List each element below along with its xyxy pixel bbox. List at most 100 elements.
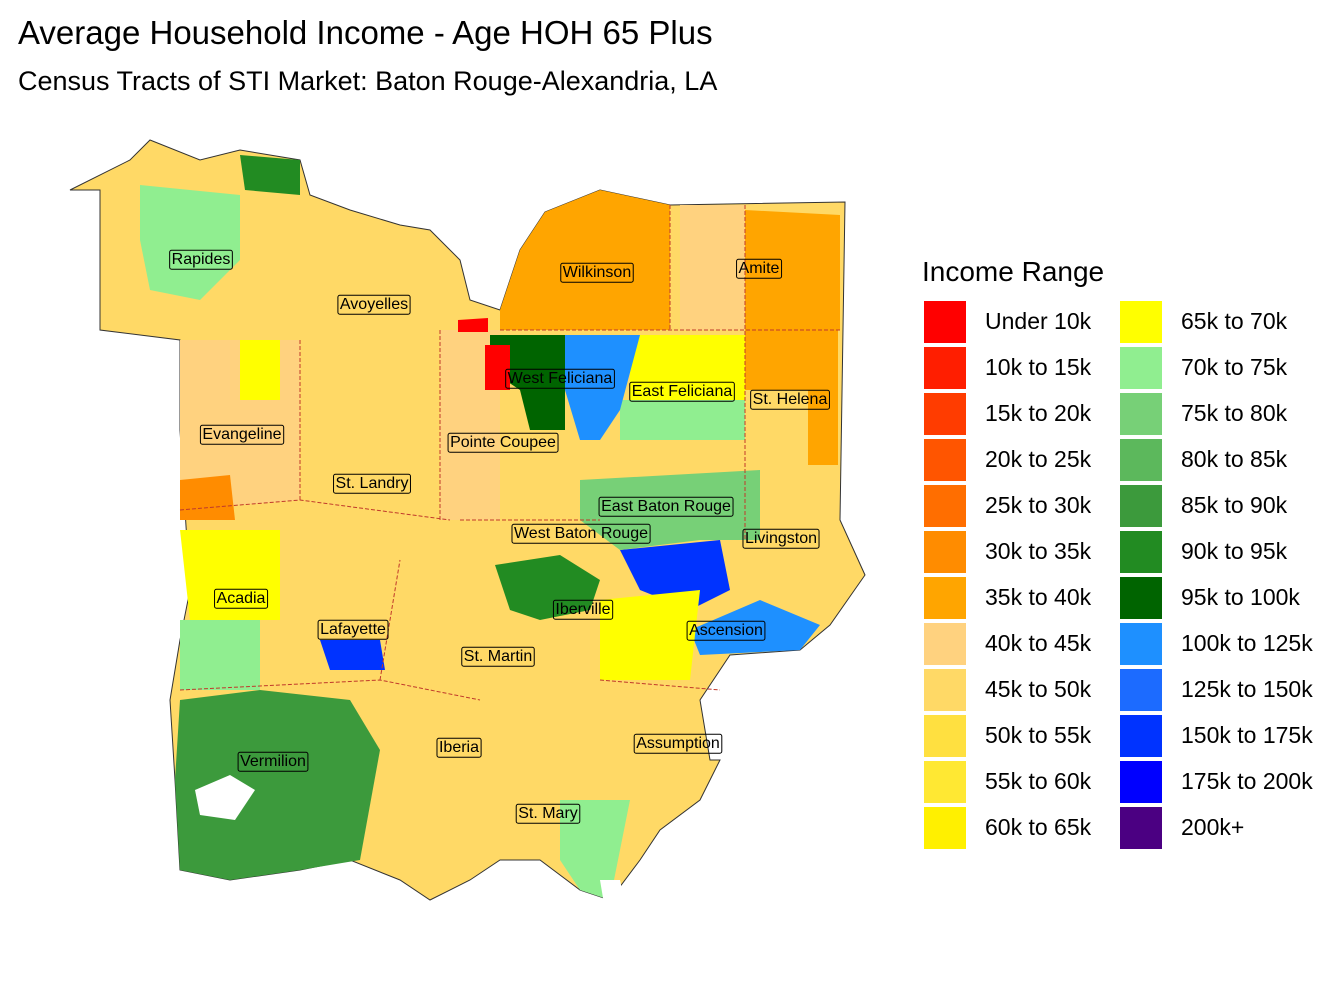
label-box bbox=[515, 803, 581, 824]
label-box bbox=[237, 751, 309, 772]
legend-swatch bbox=[924, 807, 966, 849]
region bbox=[680, 205, 745, 330]
legend-label: 20k to 25k bbox=[985, 446, 1092, 472]
parish-label: Acadia bbox=[214, 588, 269, 609]
title: Average Household Income - Age HOH 65 Pl… bbox=[18, 14, 713, 51]
region bbox=[180, 475, 235, 520]
parish-label: St. Landry bbox=[333, 473, 411, 494]
legend-label: 95k to 100k bbox=[1181, 584, 1300, 610]
region bbox=[560, 800, 630, 900]
parish-label: St. Martin bbox=[461, 646, 535, 667]
legend-swatch bbox=[1120, 485, 1162, 527]
label-box bbox=[742, 528, 820, 549]
legend: Under 10k 10k to 15k 15k to 20k 20k to 25k 2… bbox=[924, 301, 1313, 849]
subtitle: Census Tracts of STI Market: Baton Rouge… bbox=[18, 66, 717, 96]
parish-label: Rapides bbox=[169, 249, 233, 270]
legend-label: 175k to 200k bbox=[1181, 768, 1313, 794]
label-box bbox=[552, 599, 614, 620]
parish-label: West Baton Rouge bbox=[511, 523, 651, 544]
legend-label: 70k to 75k bbox=[1181, 354, 1288, 380]
legend-label: 30k to 35k bbox=[985, 538, 1092, 564]
label-box bbox=[598, 496, 734, 517]
parish-name: Acadia bbox=[217, 590, 266, 607]
legend-label: 125k to 150k bbox=[1181, 676, 1313, 702]
region bbox=[140, 185, 240, 300]
legend-label: 50k to 55k bbox=[985, 722, 1092, 748]
legend-label: 85k to 90k bbox=[1181, 492, 1288, 518]
parish-label: Avoyelles bbox=[337, 294, 411, 315]
region bbox=[745, 330, 838, 465]
label-box bbox=[750, 389, 830, 410]
legend-label: 40k to 45k bbox=[985, 630, 1092, 656]
parish-name: West Feliciana bbox=[508, 370, 613, 387]
legend-swatch bbox=[924, 669, 966, 711]
legend-swatch bbox=[924, 623, 966, 665]
parish-name: Evangeline bbox=[202, 426, 281, 443]
parish-name: Lafayette bbox=[320, 621, 386, 638]
legend-swatch bbox=[924, 301, 966, 343]
label-box bbox=[317, 619, 389, 640]
region bbox=[600, 880, 630, 940]
parish-name: West Baton Rouge bbox=[514, 525, 648, 542]
label-box bbox=[511, 523, 651, 544]
legend-label: 10k to 15k bbox=[985, 354, 1092, 380]
label-box bbox=[686, 620, 766, 641]
parish-name: Iberville bbox=[555, 601, 610, 618]
legend-label: 15k to 20k bbox=[985, 400, 1092, 426]
legend-label: 25k to 30k bbox=[985, 492, 1092, 518]
label-box bbox=[214, 588, 269, 609]
parish-label: St. Helena bbox=[750, 389, 830, 410]
parish-name: Wilkinson bbox=[563, 264, 631, 281]
parish-name: Avoyelles bbox=[340, 296, 408, 313]
legend-label: 45k to 50k bbox=[985, 676, 1092, 702]
parish-label: Livingston bbox=[742, 528, 820, 549]
region bbox=[240, 340, 280, 400]
legend-label: 55k to 60k bbox=[985, 768, 1092, 794]
legend-swatch bbox=[924, 485, 966, 527]
region bbox=[745, 210, 840, 330]
label-box bbox=[461, 646, 535, 667]
legend-title: Income Range bbox=[922, 256, 1104, 287]
region bbox=[320, 640, 385, 670]
label-box bbox=[505, 368, 615, 389]
legend-swatch bbox=[924, 439, 966, 481]
region bbox=[565, 335, 640, 440]
legend-swatch bbox=[1120, 577, 1162, 619]
parish-name: East Baton Rouge bbox=[601, 498, 731, 515]
legend-swatch bbox=[1120, 761, 1162, 803]
legend-swatch bbox=[924, 761, 966, 803]
parish-name: Rapides bbox=[172, 251, 231, 268]
region bbox=[495, 555, 600, 620]
parish-name: Iberia bbox=[439, 739, 479, 756]
legend-label: 90k to 95k bbox=[1181, 538, 1288, 564]
parish-name: St. Martin bbox=[464, 648, 532, 665]
parish-name: St. Landry bbox=[336, 475, 409, 492]
map bbox=[69, 139, 866, 940]
legend-label: 150k to 175k bbox=[1181, 722, 1313, 748]
parish-label: Amite bbox=[736, 258, 783, 279]
label-box bbox=[199, 424, 285, 445]
legend-swatch bbox=[1120, 393, 1162, 435]
region bbox=[485, 345, 510, 390]
region bbox=[600, 590, 700, 680]
parish-label: Evangeline bbox=[199, 424, 285, 445]
label-box bbox=[560, 262, 634, 283]
parish-label: East Baton Rouge bbox=[598, 496, 734, 517]
label-box bbox=[169, 249, 233, 270]
parish-name: Amite bbox=[739, 260, 780, 277]
parish-label: Lafayette bbox=[317, 619, 389, 640]
region bbox=[458, 318, 488, 332]
legend-swatch bbox=[1120, 669, 1162, 711]
parish-label: Iberville bbox=[552, 599, 614, 620]
parish-label: Ascension bbox=[686, 620, 766, 641]
label-box bbox=[337, 294, 411, 315]
legend-label: Under 10k bbox=[985, 308, 1092, 334]
region bbox=[180, 620, 260, 690]
parish-labels: Rapides Avoyelles Wilkinson Amite West Felic… bbox=[169, 249, 830, 824]
legend-label: 75k to 80k bbox=[1181, 400, 1288, 426]
parish-label: Pointe Coupee bbox=[447, 432, 559, 453]
legend-label: 80k to 85k bbox=[1181, 446, 1288, 472]
legend-swatch bbox=[1120, 531, 1162, 573]
parish-name: Assumption bbox=[636, 735, 720, 752]
